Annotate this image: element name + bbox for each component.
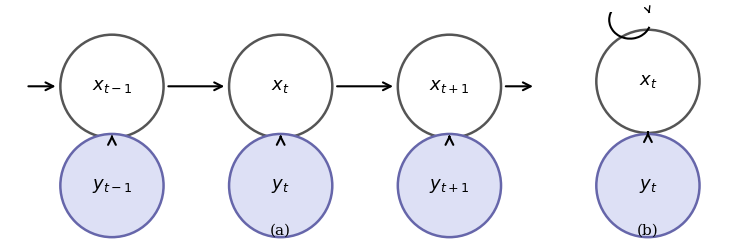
Ellipse shape — [229, 35, 333, 138]
Ellipse shape — [596, 30, 699, 133]
Ellipse shape — [398, 134, 501, 237]
Ellipse shape — [398, 35, 501, 138]
Ellipse shape — [60, 35, 164, 138]
Text: $x_{t}$: $x_{t}$ — [272, 77, 290, 95]
Text: $x_{t}$: $x_{t}$ — [638, 72, 657, 90]
Text: $y_{t-1}$: $y_{t-1}$ — [92, 177, 132, 195]
Text: $y_{t}$: $y_{t}$ — [638, 177, 657, 195]
Text: (a): (a) — [270, 224, 291, 238]
Ellipse shape — [596, 134, 699, 237]
Text: $y_{t}$: $y_{t}$ — [272, 177, 290, 195]
Ellipse shape — [229, 134, 333, 237]
Text: $x_{t-1}$: $x_{t-1}$ — [92, 77, 132, 95]
Text: $y_{t+1}$: $y_{t+1}$ — [429, 177, 469, 195]
Text: $x_{t+1}$: $x_{t+1}$ — [429, 77, 469, 95]
Ellipse shape — [60, 134, 164, 237]
Text: (b): (b) — [637, 224, 658, 238]
